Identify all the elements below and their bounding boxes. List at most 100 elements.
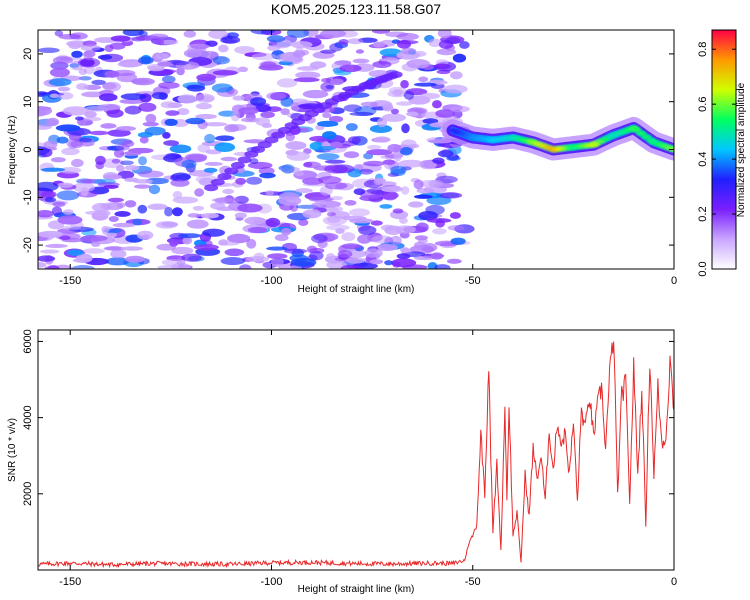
noise-blob bbox=[408, 201, 424, 208]
noise-blob bbox=[52, 56, 73, 65]
noise-blob bbox=[437, 149, 454, 158]
snr-x-ticks: -150 -100 -50 0 bbox=[59, 330, 677, 588]
noise-blob bbox=[139, 136, 149, 144]
noise-blob bbox=[113, 148, 125, 158]
noise-blob bbox=[399, 147, 413, 156]
noise-blob bbox=[348, 249, 367, 258]
noise-blob bbox=[413, 179, 424, 190]
noise-blob bbox=[212, 56, 230, 65]
chart-title: KOM5.2025.123.11.58.G07 bbox=[271, 1, 441, 17]
noise-blob bbox=[449, 71, 463, 80]
noise-blob bbox=[132, 218, 143, 226]
noise-blob bbox=[58, 235, 71, 240]
noise-blob bbox=[203, 167, 218, 173]
noise-blob bbox=[60, 225, 82, 231]
spectrogram-y-ticks: -20 -10 0 10 20 bbox=[22, 48, 674, 253]
noise-blob bbox=[330, 141, 343, 148]
noise-blob bbox=[408, 143, 420, 149]
noise-blob bbox=[116, 144, 130, 151]
noise-blob bbox=[137, 204, 148, 214]
colorbar-label: Normalized spectral amplitude bbox=[736, 82, 747, 217]
noise-blob bbox=[171, 60, 190, 66]
colorbar-ticks: 0.0 0.2 0.4 0.6 0.8 bbox=[697, 42, 736, 277]
noise-blob bbox=[390, 108, 399, 115]
noise-blob bbox=[450, 237, 466, 245]
noise-blob bbox=[214, 142, 236, 152]
noise-blob bbox=[246, 176, 263, 185]
snr-series bbox=[38, 341, 674, 569]
noise-blob bbox=[302, 177, 324, 185]
noise-blob bbox=[107, 197, 124, 203]
noise-blob bbox=[419, 159, 437, 170]
noise-blob bbox=[91, 79, 106, 86]
noise-blob bbox=[124, 200, 137, 208]
noise-blob bbox=[413, 255, 435, 261]
noise-blob bbox=[322, 131, 337, 140]
noise-blob bbox=[203, 122, 228, 127]
noise-blob bbox=[413, 194, 433, 199]
noise-blob bbox=[195, 102, 213, 110]
noise-blob bbox=[452, 53, 467, 63]
noise-blob bbox=[381, 113, 407, 122]
noise-blob bbox=[446, 258, 462, 264]
noise-blob bbox=[155, 221, 178, 229]
noise-blob bbox=[353, 188, 366, 195]
noise-blob bbox=[398, 159, 424, 168]
noise-blob bbox=[38, 210, 55, 218]
noise-blob bbox=[278, 195, 302, 206]
noise-blob bbox=[116, 126, 136, 132]
noise-blob bbox=[177, 233, 202, 239]
noise-blob bbox=[349, 111, 374, 117]
noise-blob bbox=[137, 56, 154, 65]
noise-blob bbox=[196, 73, 217, 82]
noise-blob bbox=[155, 53, 170, 60]
noise-blob bbox=[100, 123, 117, 129]
noise-blob bbox=[170, 174, 180, 181]
noise-blob bbox=[317, 145, 336, 151]
noise-blob bbox=[363, 160, 386, 167]
noise-blob bbox=[162, 132, 171, 139]
noise-blob bbox=[106, 109, 124, 118]
noise-blob bbox=[344, 200, 357, 206]
noise-blob bbox=[40, 167, 66, 172]
noise-blob bbox=[193, 244, 219, 251]
noise-blob bbox=[38, 146, 50, 156]
noise-blob bbox=[101, 225, 110, 233]
noise-blob bbox=[358, 225, 377, 235]
noise-blob bbox=[210, 202, 226, 210]
noise-blob bbox=[45, 243, 68, 248]
noise-blob bbox=[387, 143, 402, 153]
noise-blob bbox=[406, 58, 431, 69]
noise-blob bbox=[259, 172, 276, 179]
noise-blob bbox=[396, 101, 413, 106]
noise-blob bbox=[286, 30, 310, 38]
noise-blob bbox=[413, 82, 437, 87]
noise-blob bbox=[195, 113, 217, 120]
noise-blob bbox=[147, 203, 168, 210]
noise-blob bbox=[406, 111, 419, 117]
noise-blob bbox=[373, 177, 384, 185]
noise-blob bbox=[74, 116, 84, 121]
noise-blob bbox=[343, 151, 360, 159]
noise-blob bbox=[267, 44, 281, 51]
noise-blob bbox=[102, 82, 117, 90]
noise-blob bbox=[109, 42, 126, 50]
noise-blob bbox=[183, 49, 203, 58]
noise-blob bbox=[54, 30, 64, 37]
noise-blob bbox=[357, 234, 372, 244]
noise-blob bbox=[372, 41, 386, 48]
noise-blob bbox=[418, 76, 429, 83]
noise-blob bbox=[195, 93, 215, 103]
noise-blob bbox=[208, 30, 229, 39]
noise-blob bbox=[145, 177, 170, 185]
noise-blob bbox=[185, 117, 206, 125]
streak-blob bbox=[204, 184, 219, 192]
noise-blob bbox=[38, 255, 56, 262]
noise-blob bbox=[320, 30, 347, 38]
colorbar: 0.0 0.2 0.4 0.6 0.8 Normalized spectral ampl… bbox=[697, 29, 747, 277]
x-tick-label: -100 bbox=[260, 275, 282, 287]
noise-blob bbox=[345, 257, 365, 264]
noise-blob bbox=[133, 179, 153, 184]
